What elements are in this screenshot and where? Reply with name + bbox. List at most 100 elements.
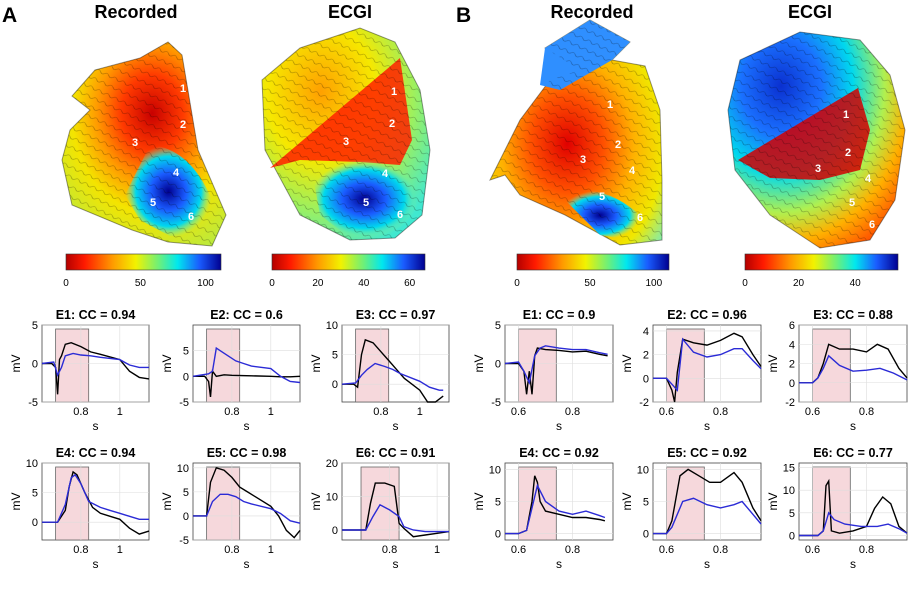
recorded-trace <box>193 466 301 539</box>
electrode-label: 2 <box>180 119 186 131</box>
y-tick-label: 10 <box>783 485 795 497</box>
colorbar-tick-label: 0 <box>514 278 520 289</box>
x-tick-label: 1 <box>268 544 274 556</box>
trace-plot: 0.8 1 5 0 -5 E2: CC = 0.6 s mV <box>160 308 301 433</box>
x-tick-label: 1 <box>417 406 423 418</box>
x-tick-label: 0.6 <box>511 544 526 556</box>
x-tick-label: 1 <box>117 544 123 556</box>
colorbar-tick-label: 0 <box>269 278 275 289</box>
trace-plot: 0.6 0.8 6 4 2 0 -2 E3: CC = 0.88 s mV <box>766 308 908 433</box>
electrode-label: 1 <box>180 83 186 95</box>
colorbar <box>516 253 670 271</box>
y-tick-label: 10 <box>326 491 338 503</box>
x-tick-label: 1 <box>268 406 274 418</box>
x-axis-label: s <box>393 557 399 571</box>
y-axis-label: mV <box>9 493 23 511</box>
recorded-trace <box>342 482 450 538</box>
x-axis-label: s <box>556 557 562 571</box>
y-tick-label: -5 <box>491 397 501 409</box>
y-tick-label: 10 <box>637 464 649 476</box>
x-tick-label: 1 <box>117 406 123 418</box>
y-tick-label: 5 <box>789 508 795 520</box>
electrode-label: 2 <box>615 139 621 151</box>
trace-plot: 0.8 1 5 0 -5 E1: CC = 0.94 s mV <box>9 308 150 433</box>
y-tick-label: -2 <box>785 397 795 409</box>
electrode-label: 3 <box>580 154 586 166</box>
y-axis-label: mV <box>472 355 486 373</box>
x-tick-label: 1 <box>434 544 440 556</box>
y-tick-label: 0 <box>643 373 649 385</box>
colorbar-tick-label: 100 <box>645 278 662 289</box>
plot-title: E1: CC = 0.9 <box>523 308 596 322</box>
ecgi-trace <box>342 503 449 533</box>
x-axis-label: s <box>704 557 710 571</box>
x-axis-label: s <box>244 419 250 433</box>
y-tick-label: 4 <box>789 339 795 351</box>
y-tick-label: -2 <box>639 397 649 409</box>
activation-window <box>518 328 557 403</box>
colorbar-tick-label: 100 <box>197 278 214 289</box>
trace-plot: 0.8 1 10 5 0 -5 E5: CC = 0.98 s mV <box>160 446 301 571</box>
recorded-trace <box>799 478 908 537</box>
colorbar-tick-label: 20 <box>793 278 805 289</box>
ecgi-trace <box>41 352 149 377</box>
y-tick-label: 2 <box>643 350 649 362</box>
recorded-trace <box>653 332 762 403</box>
plot-title: E3: CC = 0.97 <box>356 308 436 322</box>
recorded-trace <box>505 347 608 395</box>
recorded-trace <box>653 468 762 535</box>
x-tick-label: 0.8 <box>373 406 388 418</box>
y-axis-label: mV <box>766 493 780 511</box>
trace-plot: 0.6 0.8 4 2 0 -2 E2: CC = 0.96 s mV <box>620 308 762 433</box>
y-tick-label: 15 <box>783 463 795 475</box>
y-tick-label: 5 <box>643 497 649 509</box>
map-title-recorded-a: Recorded <box>94 2 177 22</box>
electrode-label: 3 <box>815 163 821 175</box>
ecgi-trace <box>799 354 908 384</box>
x-tick-label: 0.6 <box>805 544 820 556</box>
recorded-trace <box>42 341 150 395</box>
y-tick-label: 0 <box>789 378 795 390</box>
x-axis-label: s <box>244 557 250 571</box>
ecgi-trace <box>505 483 606 535</box>
y-tick-label: 0 <box>32 359 38 371</box>
x-axis-label: s <box>556 419 562 433</box>
ecgi-trace <box>42 473 149 523</box>
y-tick-label: 20 <box>326 458 338 470</box>
y-tick-label: 0 <box>495 359 501 371</box>
x-tick-label: 0.8 <box>713 544 728 556</box>
y-tick-label: 5 <box>183 487 189 499</box>
x-tick-label: 0.6 <box>659 406 674 418</box>
y-tick-label: 0 <box>495 529 501 541</box>
y-tick-label: 5 <box>495 497 501 509</box>
activation-map-ecgi-b <box>727 31 906 249</box>
y-tick-label: -5 <box>28 397 38 409</box>
plot-title: E4: CC = 0.94 <box>56 446 136 460</box>
plot-title: E6: CC = 0.77 <box>813 446 893 460</box>
plot-title: E4: CC = 0.92 <box>519 446 599 460</box>
electrode-label: 4 <box>382 168 389 180</box>
y-tick-label: 0 <box>183 371 189 383</box>
y-tick-label: 5 <box>183 346 189 358</box>
x-axis-label: s <box>93 557 99 571</box>
x-tick-label: 0.8 <box>73 544 88 556</box>
electrode-label: 6 <box>869 219 875 231</box>
x-axis-label: s <box>704 419 710 433</box>
electrode-label: 1 <box>607 99 613 111</box>
x-tick-label: 0.8 <box>224 406 239 418</box>
electrode-label: 3 <box>132 137 138 149</box>
map-title-ecgi-a: ECGI <box>328 2 372 22</box>
y-tick-label: -5 <box>179 397 189 409</box>
electrode-label: 4 <box>865 173 872 185</box>
activation-window <box>518 466 557 541</box>
x-axis-label: s <box>93 419 99 433</box>
plot-title: E2: CC = 0.6 <box>210 308 283 322</box>
electrode-label: 5 <box>363 197 369 209</box>
y-tick-label: 0 <box>332 525 338 537</box>
y-axis-label: mV <box>309 493 323 511</box>
electrode-label: 5 <box>849 197 855 209</box>
activation-map-recorded-b <box>489 19 663 246</box>
y-tick-label: 10 <box>26 458 38 470</box>
x-tick-label: 0.8 <box>224 544 239 556</box>
